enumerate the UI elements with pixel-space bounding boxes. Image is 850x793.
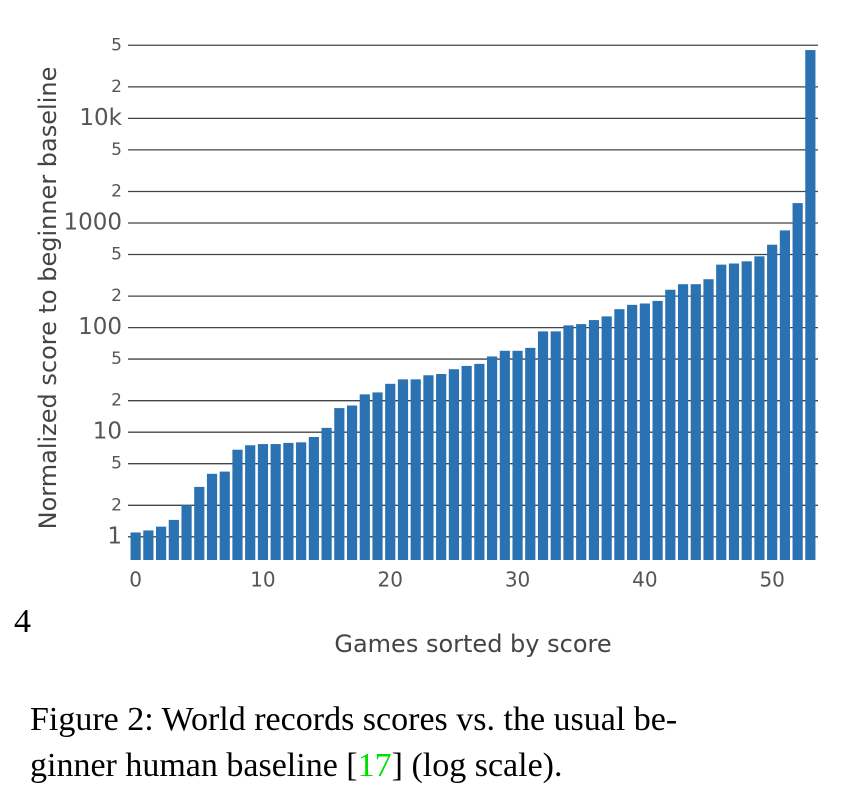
- bar: [194, 486, 205, 560]
- bar: [792, 203, 803, 560]
- bar: [741, 261, 752, 560]
- bar: [639, 303, 650, 560]
- bar: [690, 284, 701, 560]
- bar: [487, 356, 498, 560]
- bar: [321, 427, 332, 560]
- bar: [232, 449, 243, 560]
- x-tick-label: 10: [250, 568, 275, 592]
- bar: [576, 324, 587, 560]
- bar: [130, 532, 141, 560]
- caption-text: ginner human baseline [: [30, 747, 358, 784]
- bar: [359, 394, 370, 560]
- bar: [537, 331, 549, 560]
- bar: [181, 505, 192, 560]
- bar: [168, 519, 179, 560]
- y-tick-label: 100: [78, 314, 122, 340]
- caption-text: ] (log scale).: [392, 747, 563, 784]
- bar: [728, 263, 740, 560]
- bar: [652, 300, 663, 560]
- bar: [550, 331, 561, 560]
- x-tick-label: 20: [378, 568, 403, 592]
- bar: [499, 350, 510, 560]
- bar: [372, 392, 383, 560]
- y-axis-label: Normalized score to beginner baseline: [34, 67, 62, 530]
- bar: [677, 284, 689, 560]
- bar: [410, 379, 421, 560]
- bar: [601, 316, 612, 560]
- bar: [512, 350, 523, 560]
- y-tick-label: 2: [111, 286, 122, 306]
- bar: [385, 383, 396, 560]
- bar: [206, 473, 218, 560]
- bar: [257, 444, 269, 560]
- bar: [397, 379, 409, 560]
- y-tick-label: 2: [111, 77, 122, 97]
- bar: [716, 264, 727, 560]
- bar: [461, 365, 472, 560]
- bar: [754, 256, 765, 560]
- y-tick-label: 1000: [63, 209, 122, 235]
- y-tick-label: 10k: [79, 105, 122, 131]
- bar: [563, 325, 574, 560]
- bar: [423, 375, 434, 560]
- bar: [308, 436, 319, 560]
- bar: [805, 50, 816, 560]
- bar: [436, 374, 447, 560]
- bar: [143, 530, 154, 560]
- y-tick-label: 5: [111, 244, 122, 264]
- bar: [779, 230, 790, 561]
- bar: [767, 244, 778, 560]
- bar: [346, 405, 358, 560]
- bar: [614, 309, 625, 560]
- bar: [448, 369, 459, 560]
- bar: [156, 526, 167, 560]
- bar: [283, 442, 294, 560]
- caption-line: Figure 2: World records scores vs. the u…: [30, 701, 677, 738]
- citation[interactable]: 17: [358, 747, 392, 784]
- y-tick-label: 1: [107, 523, 122, 549]
- caption-line: ginner human baseline [17] (log scale).: [30, 747, 563, 784]
- y-tick-label: 5: [111, 140, 122, 160]
- y-tick-label: 5: [111, 454, 122, 474]
- x-tick-label: 50: [759, 568, 784, 592]
- y-tick-label: 5: [111, 349, 122, 369]
- bar: [296, 442, 307, 560]
- y-tick-label: 2: [111, 495, 122, 515]
- page-number: 4: [14, 603, 31, 640]
- y-tick-label: 10: [93, 419, 122, 445]
- x-tick-label: 40: [632, 568, 657, 592]
- bar: [525, 347, 536, 560]
- bar: [665, 289, 676, 560]
- bar: [627, 304, 638, 560]
- bar: [270, 444, 281, 560]
- bar: [588, 320, 600, 560]
- bar: [474, 363, 485, 560]
- x-tick-label: 30: [505, 568, 530, 592]
- x-axis-label: Games sorted by score: [334, 630, 611, 658]
- bar: [245, 445, 256, 560]
- y-tick-label: 2: [111, 391, 122, 411]
- bar: [219, 471, 230, 560]
- bar: [703, 279, 714, 560]
- bar: [334, 408, 345, 560]
- y-tick-label: 5: [111, 35, 122, 55]
- y-tick-label: 2: [111, 182, 122, 202]
- x-tick-label: 0: [129, 568, 142, 592]
